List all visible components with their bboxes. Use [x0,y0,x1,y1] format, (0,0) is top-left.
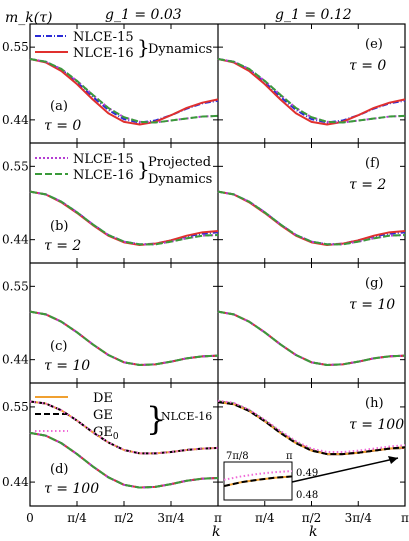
legend-brace-label-projected-2: Dynamics [148,172,212,187]
panel-d: (d) τ = 100 [29,383,219,506]
panel-h: (h) τ = 100 [217,383,406,506]
inset-x-label: 7π/8 [226,451,249,462]
panel-tau: τ = 100 [349,417,404,433]
plot-layer: (a) τ = 0 (e) τ = 0 (b) τ = 2 (f) τ = 2 (c) τ = 1… [2,23,409,525]
y-tick-label: 0.44 [2,233,29,247]
x-axis-label-right: k [309,524,317,540]
series-line [217,310,406,366]
series-line [29,58,219,126]
panel-label: (c) [50,339,67,354]
inset-y-label: 0.49 [296,468,318,479]
x-tick-label: 0 [26,511,34,525]
panel-c: (c) τ = 10 [29,263,219,383]
panel-g: (g) τ = 10 [217,263,406,383]
x-tick-label: π [214,511,222,525]
inset-arrow-head [388,456,398,464]
panel-tau: τ = 2 [44,238,81,254]
panel-label: (d) [50,462,68,477]
panel-tau: τ = 0 [44,118,81,134]
series-line [29,190,219,246]
y-tick-label: 0.44 [2,113,29,127]
inset-panel-h: 7π/8 π0.49 0.48 [223,451,399,501]
series-line [217,190,406,246]
panel-a: (a) τ = 0 [29,24,219,143]
series-line [217,58,406,126]
x-tick-label: 3π/4 [157,511,185,525]
panel-tau: τ = 100 [44,481,99,497]
inset-arrow-line [291,457,399,483]
panel-tau: τ = 10 [44,358,90,374]
x-tick-label: π [401,511,409,525]
series-line [217,58,406,124]
legend-label-dyn16: NLCE-16 [73,46,134,61]
legend-label-de: DE [93,391,113,406]
y-tick-label: 0.44 [2,475,29,489]
series-line [29,310,219,366]
panel-f: (f) τ = 2 [217,143,406,263]
y-axis-label: m_k(τ) [5,10,52,26]
x-tick-label: π/4 [255,511,275,525]
column-title-right: g_1 = 0.12 [275,7,352,23]
legend-brace-projected: } [137,157,150,181]
legend-dynamics: NLCE-15 NLCE-16 } Dynamics [35,30,212,61]
column-title-left: g_1 = 0.03 [105,7,182,23]
panel-b: (b) τ = 2 [29,143,219,263]
y-tick-label: 0.55 [2,40,29,54]
panel-label: (a) [50,99,68,114]
legend-brace-label-projected-1: Projected [148,155,211,170]
legend-brace-ensembles: } [146,400,166,438]
panel-label: (h) [365,396,384,411]
x-tick-label: π/2 [302,511,322,525]
y-tick-label: 0.55 [2,400,29,414]
legend-brace-label-dynamics: Dynamics [148,42,212,57]
series-line [217,401,406,456]
legend-projected: NLCE-15 NLCE-16 } Projected Dynamics [35,152,212,187]
legend-label-dyn15: NLCE-15 [73,30,134,45]
legend-label-proj15: NLCE-15 [73,152,134,167]
inset-y-label: 0.48 [296,490,318,501]
series-line [29,400,219,455]
x-tick-label: 3π/4 [345,511,373,525]
y-tick-label: 0.55 [2,159,29,173]
x-tick-label: π/2 [114,511,134,525]
legend-label-ge: GE [93,408,113,423]
panel-tau: τ = 2 [349,177,386,193]
legend-brace-dynamics: } [137,35,150,59]
series-line [29,431,219,489]
panel-label: (b) [50,219,68,234]
panel-label: (e) [365,37,383,52]
inset-x-label: π [286,451,293,462]
panel-tau: τ = 10 [349,297,395,313]
panel-tau: τ = 0 [349,58,386,74]
y-tick-label: 0.44 [2,353,29,367]
panel-e: (e) τ = 0 [217,24,406,143]
inset-series-line [223,470,293,481]
inset-frame [223,461,293,501]
x-tick-label: π/4 [67,511,87,525]
legend-label-ge0: GE0 [93,425,119,442]
x-axis-label-left: k [212,524,220,540]
series-line [217,399,406,454]
legend-label-proj16: NLCE-16 [73,168,134,183]
panel-label: (f) [365,156,380,171]
y-tick-label: 0.55 [2,279,29,293]
panel-label: (g) [365,276,383,291]
series-line [29,190,219,246]
legend-brace-label-ensembles: NLCE-16 [161,410,212,423]
series-line [29,58,219,124]
inset-series-line [223,475,293,488]
legend-ensembles: DE GE GE0 } NLCE-16 [35,391,212,442]
